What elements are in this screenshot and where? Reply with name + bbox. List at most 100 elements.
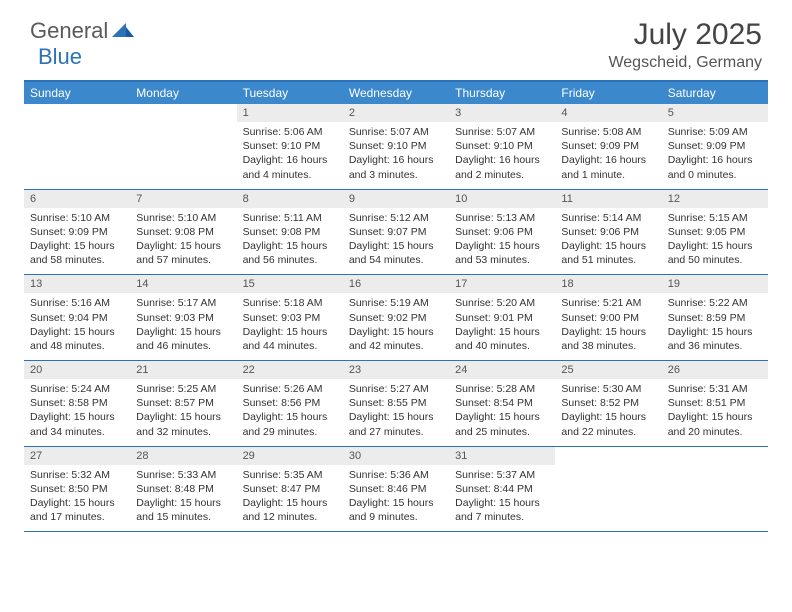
sunset-text: Sunset: 9:08 PM [136, 225, 230, 239]
day-number-cell: 3 [449, 104, 555, 122]
day-content-cell: Sunrise: 5:12 AMSunset: 9:07 PMDaylight:… [343, 208, 449, 275]
sunset-text: Sunset: 8:57 PM [136, 396, 230, 410]
day-content-cell: Sunrise: 5:37 AMSunset: 8:44 PMDaylight:… [449, 465, 555, 532]
day-number-cell: 14 [130, 275, 236, 293]
daylight-text: Daylight: 15 hours and 20 minutes. [668, 410, 762, 438]
logo-sub: Blue [38, 44, 82, 70]
day-number-cell: 17 [449, 275, 555, 293]
sunset-text: Sunset: 9:07 PM [349, 225, 443, 239]
daylight-text: Daylight: 16 hours and 1 minute. [561, 153, 655, 181]
sunset-text: Sunset: 9:10 PM [243, 139, 337, 153]
day-number-cell: 5 [662, 104, 768, 122]
daylight-text: Daylight: 15 hours and 56 minutes. [243, 239, 337, 267]
sunset-text: Sunset: 8:46 PM [349, 482, 443, 496]
day-content-cell: Sunrise: 5:13 AMSunset: 9:06 PMDaylight:… [449, 208, 555, 275]
day-content-cell: Sunrise: 5:20 AMSunset: 9:01 PMDaylight:… [449, 293, 555, 360]
title-block: July 2025 Wegscheid, Germany [608, 18, 762, 72]
week-row: 2728293031Sunrise: 5:32 AMSunset: 8:50 P… [24, 447, 768, 533]
sunrise-text: Sunrise: 5:17 AM [136, 296, 230, 310]
daylight-text: Daylight: 15 hours and 57 minutes. [136, 239, 230, 267]
sunrise-text: Sunrise: 5:26 AM [243, 382, 337, 396]
day-header-cell: Sunday [24, 82, 130, 104]
sunrise-text: Sunrise: 5:16 AM [30, 296, 124, 310]
sunset-text: Sunset: 9:06 PM [561, 225, 655, 239]
header: General July 2025 Wegscheid, Germany [0, 0, 792, 80]
sunset-text: Sunset: 8:54 PM [455, 396, 549, 410]
sunrise-text: Sunrise: 5:33 AM [136, 468, 230, 482]
sunrise-text: Sunrise: 5:27 AM [349, 382, 443, 396]
day-number-cell: 12 [662, 190, 768, 208]
sunset-text: Sunset: 9:09 PM [561, 139, 655, 153]
day-content-cell: Sunrise: 5:08 AMSunset: 9:09 PMDaylight:… [555, 122, 661, 189]
day-content-cell [24, 122, 130, 189]
day-number-cell: 11 [555, 190, 661, 208]
day-number-cell: 15 [237, 275, 343, 293]
sunrise-text: Sunrise: 5:12 AM [349, 211, 443, 225]
day-number-cell: 19 [662, 275, 768, 293]
day-content-cell: Sunrise: 5:32 AMSunset: 8:50 PMDaylight:… [24, 465, 130, 532]
day-number-cell: 22 [237, 361, 343, 379]
day-content-cell: Sunrise: 5:07 AMSunset: 9:10 PMDaylight:… [343, 122, 449, 189]
sunrise-text: Sunrise: 5:19 AM [349, 296, 443, 310]
location: Wegscheid, Germany [608, 54, 762, 72]
daylight-text: Daylight: 15 hours and 29 minutes. [243, 410, 337, 438]
day-header-cell: Saturday [662, 82, 768, 104]
day-content-cell: Sunrise: 5:17 AMSunset: 9:03 PMDaylight:… [130, 293, 236, 360]
calendar: SundayMondayTuesdayWednesdayThursdayFrid… [24, 80, 768, 532]
sunrise-text: Sunrise: 5:31 AM [668, 382, 762, 396]
sunrise-text: Sunrise: 5:06 AM [243, 125, 337, 139]
sunset-text: Sunset: 9:00 PM [561, 311, 655, 325]
day-content-cell: Sunrise: 5:22 AMSunset: 8:59 PMDaylight:… [662, 293, 768, 360]
day-content-cell: Sunrise: 5:15 AMSunset: 9:05 PMDaylight:… [662, 208, 768, 275]
sunrise-text: Sunrise: 5:37 AM [455, 468, 549, 482]
daylight-text: Daylight: 15 hours and 12 minutes. [243, 496, 337, 524]
day-content-cell: Sunrise: 5:11 AMSunset: 9:08 PMDaylight:… [237, 208, 343, 275]
day-content-cell [662, 465, 768, 532]
daylight-text: Daylight: 15 hours and 7 minutes. [455, 496, 549, 524]
day-content-cell: Sunrise: 5:33 AMSunset: 8:48 PMDaylight:… [130, 465, 236, 532]
week-row: 20212223242526Sunrise: 5:24 AMSunset: 8:… [24, 361, 768, 447]
sunset-text: Sunset: 8:48 PM [136, 482, 230, 496]
week-row: 6789101112Sunrise: 5:10 AMSunset: 9:09 P… [24, 190, 768, 276]
day-header-cell: Wednesday [343, 82, 449, 104]
daylight-text: Daylight: 15 hours and 46 minutes. [136, 325, 230, 353]
sunset-text: Sunset: 9:01 PM [455, 311, 549, 325]
day-number-cell: 2 [343, 104, 449, 122]
week-row: 12345Sunrise: 5:06 AMSunset: 9:10 PMDayl… [24, 104, 768, 190]
sunset-text: Sunset: 9:04 PM [30, 311, 124, 325]
day-content-cell: Sunrise: 5:36 AMSunset: 8:46 PMDaylight:… [343, 465, 449, 532]
day-content-cell: Sunrise: 5:30 AMSunset: 8:52 PMDaylight:… [555, 379, 661, 446]
day-content-cell: Sunrise: 5:10 AMSunset: 9:08 PMDaylight:… [130, 208, 236, 275]
day-content-cell: Sunrise: 5:18 AMSunset: 9:03 PMDaylight:… [237, 293, 343, 360]
day-content-cell: Sunrise: 5:21 AMSunset: 9:00 PMDaylight:… [555, 293, 661, 360]
sunset-text: Sunset: 8:47 PM [243, 482, 337, 496]
day-number-cell [555, 447, 661, 465]
sunrise-text: Sunrise: 5:07 AM [455, 125, 549, 139]
day-header-cell: Friday [555, 82, 661, 104]
daylight-text: Daylight: 15 hours and 54 minutes. [349, 239, 443, 267]
daylight-text: Daylight: 15 hours and 40 minutes. [455, 325, 549, 353]
day-number-cell [662, 447, 768, 465]
day-content-cell [555, 465, 661, 532]
daylight-text: Daylight: 15 hours and 44 minutes. [243, 325, 337, 353]
daylight-text: Daylight: 15 hours and 32 minutes. [136, 410, 230, 438]
sunset-text: Sunset: 9:02 PM [349, 311, 443, 325]
sunset-text: Sunset: 8:55 PM [349, 396, 443, 410]
day-number-cell: 16 [343, 275, 449, 293]
day-content-cell: Sunrise: 5:27 AMSunset: 8:55 PMDaylight:… [343, 379, 449, 446]
day-content-cell: Sunrise: 5:19 AMSunset: 9:02 PMDaylight:… [343, 293, 449, 360]
day-number-cell: 23 [343, 361, 449, 379]
daylight-text: Daylight: 15 hours and 22 minutes. [561, 410, 655, 438]
day-content-cell: Sunrise: 5:26 AMSunset: 8:56 PMDaylight:… [237, 379, 343, 446]
sunrise-text: Sunrise: 5:18 AM [243, 296, 337, 310]
day-number-cell: 28 [130, 447, 236, 465]
daylight-text: Daylight: 15 hours and 27 minutes. [349, 410, 443, 438]
logo: General [30, 18, 136, 44]
day-number-cell: 13 [24, 275, 130, 293]
daylight-text: Daylight: 15 hours and 42 minutes. [349, 325, 443, 353]
sunrise-text: Sunrise: 5:08 AM [561, 125, 655, 139]
logo-triangle-icon [112, 21, 134, 42]
day-content-cell: Sunrise: 5:09 AMSunset: 9:09 PMDaylight:… [662, 122, 768, 189]
daylight-text: Daylight: 15 hours and 50 minutes. [668, 239, 762, 267]
day-number-cell [130, 104, 236, 122]
